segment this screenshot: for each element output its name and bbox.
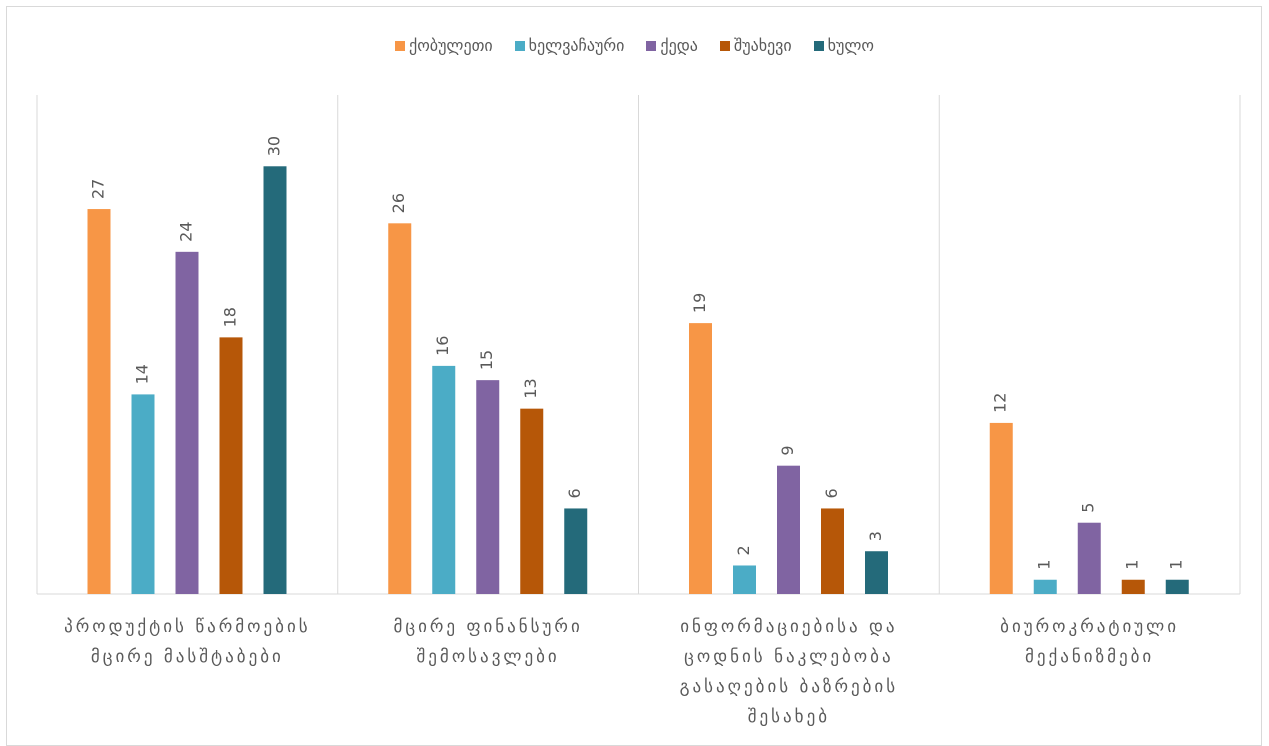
bar xyxy=(388,223,412,595)
bar xyxy=(1121,579,1145,594)
value-label: 9 xyxy=(778,445,797,455)
value-label: 14 xyxy=(133,364,152,384)
bar xyxy=(989,422,1013,594)
bar xyxy=(432,365,456,594)
value-label: 12 xyxy=(991,393,1010,413)
legend-swatch xyxy=(813,40,824,51)
legend-item: ქედა xyxy=(646,36,698,55)
x-tick-label: პროდუქტის წარმოების მცირე მასშტაბები xyxy=(64,617,311,667)
value-label: 6 xyxy=(565,488,584,498)
value-label: 1 xyxy=(1167,560,1186,570)
legend-swatch xyxy=(395,40,405,51)
value-label: 1 xyxy=(1123,560,1142,570)
bar xyxy=(263,166,287,595)
bar xyxy=(777,465,800,594)
value-label: 3 xyxy=(866,531,885,541)
legend-label: შუახევი xyxy=(733,36,792,55)
value-label: 2 xyxy=(734,545,753,555)
legend-item: ხულო xyxy=(813,36,874,55)
bar xyxy=(564,508,588,594)
legend-item: ხელვაჩაური xyxy=(514,36,625,55)
x-tick-label: ბიუროკრატიული მექანიზმები xyxy=(1000,617,1180,667)
value-label: 18 xyxy=(221,307,240,327)
bar xyxy=(1165,579,1189,594)
bar xyxy=(476,380,500,594)
value-label: 6 xyxy=(822,488,841,498)
x-tick-label: ინფორმაციებისა და ცოდნის ნაკლებობა გასაღ… xyxy=(679,617,899,727)
bar xyxy=(1033,579,1057,594)
legend-label: ქედა xyxy=(660,36,698,55)
value-label: 15 xyxy=(477,350,496,370)
value-label: 26 xyxy=(389,193,408,213)
legend-swatch xyxy=(514,40,525,51)
value-label: 24 xyxy=(177,221,196,241)
x-tick-label: მცირე ფინანსური შემოსავლები xyxy=(393,617,583,667)
bar xyxy=(689,323,712,594)
legend-swatch xyxy=(646,40,657,51)
legend-label: ხულო xyxy=(827,36,874,55)
bar xyxy=(865,551,888,594)
legend: ქობულეთი ხელვაჩაური ქედა შუახევი ხულო xyxy=(0,36,1269,55)
legend-item: ქობულეთი xyxy=(395,36,493,55)
legend-label: ხელვაჩაური xyxy=(528,36,625,55)
bar xyxy=(175,251,199,595)
bar xyxy=(131,394,155,594)
bar xyxy=(821,508,844,594)
value-label: 27 xyxy=(89,179,108,199)
bar xyxy=(219,337,243,594)
value-label: 16 xyxy=(433,336,452,356)
value-label: 1 xyxy=(1035,560,1054,570)
legend-item: შუახევი xyxy=(719,36,792,55)
bar xyxy=(520,408,544,594)
bar xyxy=(87,209,111,595)
bar xyxy=(733,565,756,594)
legend-label: ქობულეთი xyxy=(409,36,493,55)
legend-swatch xyxy=(719,40,730,51)
value-label: 13 xyxy=(521,378,540,398)
value-label: 5 xyxy=(1079,503,1098,513)
bar xyxy=(1077,522,1101,594)
value-label: 19 xyxy=(690,293,709,313)
value-label: 30 xyxy=(265,136,284,156)
